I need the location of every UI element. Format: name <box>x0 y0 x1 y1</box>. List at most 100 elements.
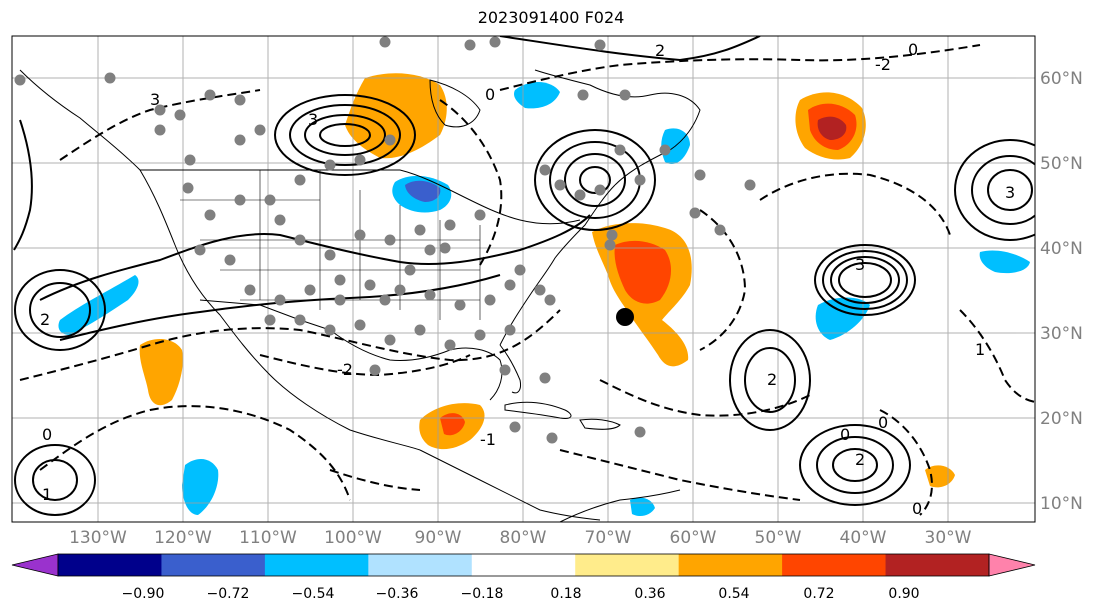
contour-label-1-b: 1 <box>975 340 985 359</box>
dashed-contour-c <box>39 405 351 501</box>
contour-label-3-a: 3 <box>308 110 318 129</box>
dashed-contour-f <box>439 99 503 266</box>
solid-contour-low-canada-3 <box>304 114 386 156</box>
station-dot <box>534 284 546 296</box>
station-dot <box>394 284 406 296</box>
station-dot <box>414 324 426 336</box>
station-dot <box>324 249 336 261</box>
dashed-contour-b <box>259 354 471 377</box>
station-dot <box>606 229 618 241</box>
solid-contour-low-canada-4 <box>319 123 371 147</box>
lon-label-30W: 30°W <box>925 528 972 548</box>
station-dot <box>354 229 366 241</box>
station-dot <box>714 224 726 236</box>
shade-orange-mexico <box>139 338 183 406</box>
solid-contour-east-edge-3 <box>987 169 1033 211</box>
station-dot <box>659 144 671 156</box>
station-dot <box>234 194 246 206</box>
station-dot <box>574 189 586 201</box>
longitude-labels: 130°W 120°W 110°W 100°W 90°W 80°W 70°W 6… <box>69 528 972 548</box>
contour-label-0-d: 0 <box>840 425 850 444</box>
coast-north-america-west <box>19 69 421 451</box>
station-dot <box>264 194 276 206</box>
dashed-contour-i <box>599 379 811 417</box>
contour-label-3-b: 3 <box>1005 183 1015 202</box>
station-dot <box>539 164 551 176</box>
colorbar <box>11 553 1036 577</box>
dashed-contour-a <box>19 309 561 381</box>
colorbar-segment <box>575 554 680 576</box>
station-dot <box>689 207 701 219</box>
station-dot <box>514 264 526 276</box>
station-dot <box>274 214 286 226</box>
solid-contour-atl-south-3 <box>832 448 878 482</box>
station-dot <box>294 314 306 326</box>
shade-red-central-america <box>440 413 465 436</box>
contour-label-m2-a: -2 <box>337 360 353 379</box>
gridlines <box>12 36 1035 522</box>
chart-title: 2023091400 F024 <box>477 8 625 27</box>
station-dot <box>254 124 266 136</box>
station-dot <box>444 339 456 351</box>
solid-contour-east-edge-1 <box>954 139 1035 241</box>
station-dot <box>324 324 336 336</box>
station-dot <box>264 314 276 326</box>
coast-south-america <box>559 489 681 522</box>
solid-contour-midatlantic-2 <box>822 250 908 310</box>
contour-label-2-a: 2 <box>655 41 665 60</box>
station-dots <box>14 36 756 444</box>
station-dot <box>304 284 316 296</box>
station-dot <box>294 174 306 186</box>
dashed-contour-e <box>499 44 981 91</box>
solid-contour-atl-south-1 <box>799 424 911 506</box>
station-dot <box>174 109 186 121</box>
station-dot <box>354 319 366 331</box>
station-dot <box>504 324 516 336</box>
border-us-mexico <box>199 299 331 331</box>
station-dot <box>234 134 246 146</box>
colorbar-segment <box>264 554 369 576</box>
station-dot <box>694 169 706 181</box>
solid-contour-arc-3 <box>499 36 761 62</box>
colorbar-segment <box>58 554 162 576</box>
station-dot <box>424 244 436 256</box>
contour-label-2-d: 2 <box>855 450 865 469</box>
station-dot <box>324 159 336 171</box>
station-dot <box>474 209 486 221</box>
station-dot <box>454 299 466 311</box>
colorbar-segment <box>161 554 266 576</box>
station-dot <box>334 294 346 306</box>
coast-cuba <box>504 401 572 419</box>
colorbar-label-8: 0.72 <box>803 586 834 602</box>
station-dot <box>634 174 646 186</box>
solid-contour-midatlantic-3 <box>830 256 900 304</box>
solid-contour-atl-mid-2 <box>744 347 796 413</box>
shade-blue-greatlakes <box>405 180 441 202</box>
station-dot <box>444 219 456 231</box>
positive-shading <box>139 73 955 488</box>
colorbar-segment <box>885 554 990 576</box>
coast-hudson-bay <box>429 79 481 128</box>
dashed-contour-h <box>759 172 951 236</box>
station-dot <box>554 179 566 191</box>
map-frame <box>11 35 1036 523</box>
colorbar-label-6: 0.36 <box>634 586 665 602</box>
station-dot <box>619 89 631 101</box>
contour-label-2-c: 2 <box>767 370 777 389</box>
station-dot <box>204 209 216 221</box>
station-dot <box>594 39 606 51</box>
station-dot <box>546 432 558 444</box>
station-dot <box>414 224 426 236</box>
colorbar-label-3: −0.36 <box>376 586 419 602</box>
colorbar-label-7: 0.54 <box>718 586 749 602</box>
station-dot <box>577 89 589 101</box>
coast-florida <box>499 344 521 394</box>
station-dot <box>439 242 451 254</box>
lon-label-130W: 130°W <box>69 528 127 548</box>
marker-black-dot <box>616 308 634 326</box>
station-dot <box>334 274 346 286</box>
station-dot <box>154 124 166 136</box>
station-dot <box>634 426 646 438</box>
colorbar-outline <box>57 553 990 577</box>
dashed-contour-d <box>59 89 261 161</box>
